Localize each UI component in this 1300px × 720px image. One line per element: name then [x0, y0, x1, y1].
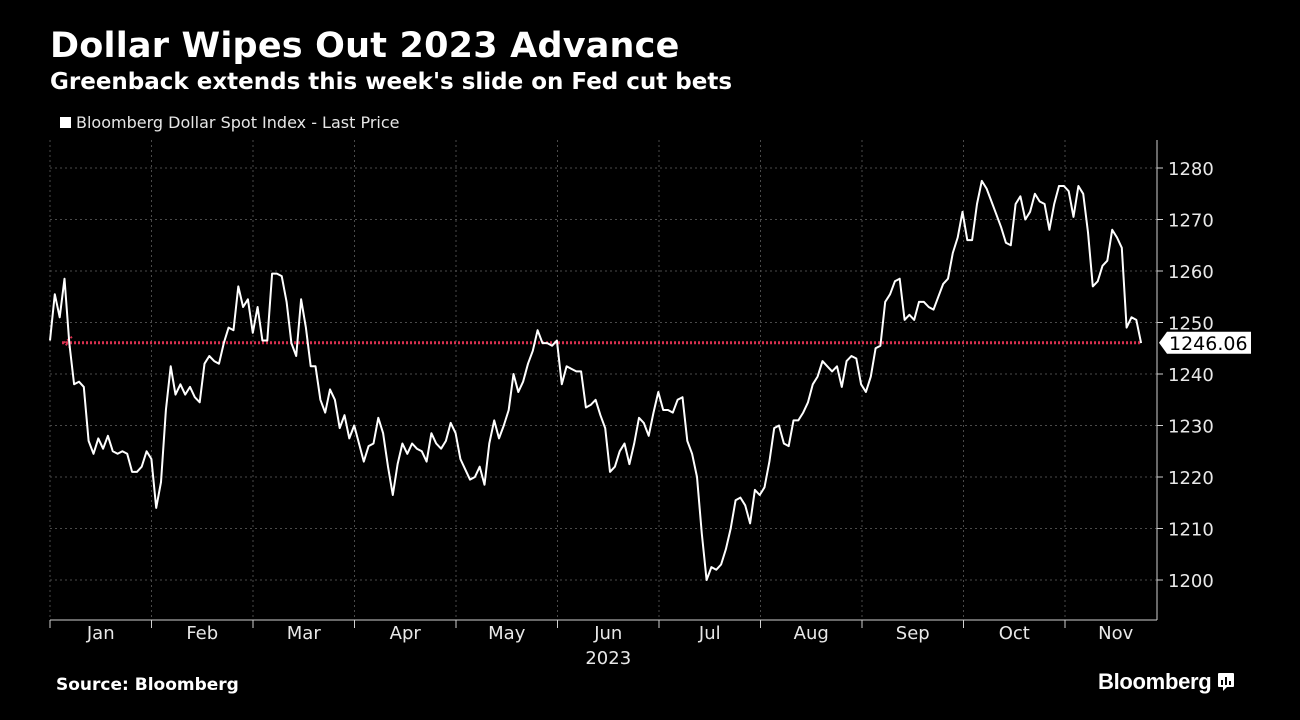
y-tick-label: 1210	[1168, 520, 1214, 541]
x-tick-label-jan: Jan	[86, 623, 115, 644]
y-tick-labels: 1200 1210 1220 1230 1240 1250 1260 1270 1280	[1168, 159, 1214, 592]
last-value-marker: 1246.06	[1159, 331, 1251, 355]
legend: Bloomberg Dollar Spot Index - Last Price	[60, 113, 400, 132]
series	[49, 179, 1143, 581]
x-tick-label-aug: Aug	[794, 623, 829, 644]
y-tick-label: 1220	[1168, 468, 1214, 489]
series-line	[49, 179, 1143, 581]
y-tick-label: 1260	[1168, 262, 1214, 283]
chart-subtitle: Greenback extends this week's slide on F…	[50, 69, 733, 95]
x-tick-labels: Jan Feb Mar Apr May Jun Jul Aug Sep Oct Nov 2023	[86, 623, 1134, 669]
brand-logo: Bloomberg	[1098, 669, 1235, 695]
x-tick-label-may: May	[488, 623, 526, 644]
brand-name: Bloomberg	[1098, 669, 1212, 694]
y-tick-label: 1250	[1168, 314, 1214, 335]
y-tick-label: 1270	[1168, 211, 1214, 232]
y-tick-label: 1230	[1168, 417, 1214, 438]
y-tick-label: 1200	[1168, 571, 1214, 592]
x-axis-year-label: 2023	[585, 648, 631, 669]
brand-chart-icon	[1218, 673, 1235, 691]
x-tick-label-oct: Oct	[999, 623, 1030, 644]
x-tick-label-nov: Nov	[1098, 623, 1133, 644]
x-tick-label-feb: Feb	[186, 623, 218, 644]
y-tick-label: 1280	[1168, 159, 1214, 180]
x-tick-label-jun: Jun	[593, 623, 622, 644]
x-tick-label-sep: Sep	[896, 623, 930, 644]
x-tick-label-apr: Apr	[390, 623, 422, 644]
last-value-label: 1246.06	[1169, 333, 1248, 355]
legend-swatch	[60, 117, 71, 128]
x-tick-label-jul: Jul	[698, 623, 721, 644]
axes	[49, 140, 1163, 628]
grid	[49, 140, 1157, 620]
legend-label: Bloomberg Dollar Spot Index - Last Price	[76, 113, 400, 132]
chart-title: Dollar Wipes Out 2023 Advance	[50, 26, 680, 66]
y-tick-label: 1240	[1168, 365, 1214, 386]
last-value-box	[1159, 331, 1251, 354]
x-tick-label-mar: Mar	[287, 623, 322, 644]
source-note: Source: Bloomberg	[56, 675, 239, 695]
